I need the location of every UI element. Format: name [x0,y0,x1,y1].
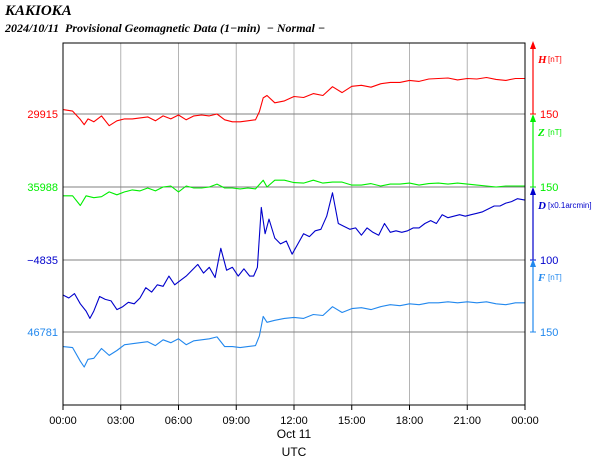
series-lines [62,76,526,368]
x-date-label: Oct 11 [277,427,312,441]
component-unit-H: [nT] [548,55,562,64]
scale-label-D: 100 [540,255,558,267]
x-tick-label: 15:00 [338,415,366,427]
x-axis-label: UTC [282,445,307,459]
scale-arrowhead-H [530,41,536,49]
x-tick-label: 09:00 [222,415,250,427]
x-axis-ticks: 00:00 03:00 06:00 09:00 12:00 15:00 18:00 21:00… [49,405,539,427]
scale-arrowhead-F [530,259,536,267]
series-line-F [62,301,525,368]
component-name-D: D [537,200,546,212]
x-tick-label: 03:00 [107,415,135,427]
baseline-label-Z: 35988 [27,182,58,194]
scale-label-F: 150 [540,327,558,339]
x-tick-label: 12:00 [280,415,308,427]
baseline-labels: 29915 35988 −4835 46781 [27,109,58,339]
x-tick-label: 06:00 [165,415,193,427]
scale-label-H: 150 [540,109,558,121]
scale-label-Z: 150 [540,182,558,194]
scale-arrowhead-Z [530,114,536,122]
baseline-label-D: −4835 [27,255,58,267]
component-name-Z: Z [537,127,545,139]
grid [63,43,525,405]
component-unit-D: [x0.1arcmin] [548,201,592,210]
component-name-F: F [537,272,546,284]
x-tick-label: 21:00 [453,415,481,427]
component-unit-F: [nT] [548,273,562,282]
component-unit-Z: [nT] [548,128,562,137]
x-tick-label: 00:00 [49,415,77,427]
x-tick-label: 00:00 [511,415,539,427]
series-line-H [62,76,525,127]
series-line-D [62,192,526,319]
series-line-Z [63,179,525,207]
baseline-label-H: 29915 [27,109,58,121]
component-name-H: H [537,54,547,66]
scale-arrowhead-D [530,187,536,195]
baseline-label-F: 46781 [27,327,58,339]
chart-title: KAKIOKA [5,3,72,19]
x-tick-label: 18:00 [396,415,424,427]
title-block: KAKIOKA 2024/10/11 Provisional Geomagnet… [5,2,325,36]
chart-subtitle: 2024/10/11 Provisional Geomagnetic Data … [5,21,326,35]
